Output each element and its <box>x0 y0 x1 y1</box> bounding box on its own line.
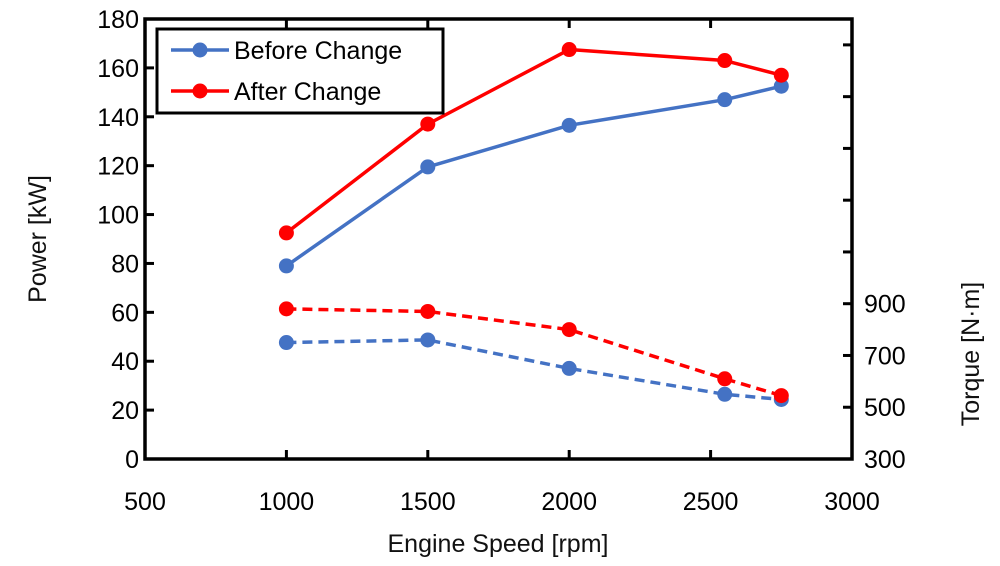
y2-tick-label: 900 <box>864 291 906 319</box>
x-tick-label: 1500 <box>400 488 456 516</box>
y-tick-label: 80 <box>111 250 139 278</box>
x-tick-label: 1000 <box>259 488 315 516</box>
after-change-power-point <box>561 42 577 58</box>
y-tick-label: 40 <box>111 348 139 376</box>
y-tick-label: 160 <box>97 55 139 83</box>
y2-axis-title: Torque [N·m] <box>957 282 985 426</box>
y-tick-label: 20 <box>111 397 139 425</box>
after-change-torque-line <box>286 307 782 398</box>
after-change-power-point <box>420 116 436 132</box>
legend: Before Change After Change <box>155 27 445 115</box>
y2-tick-label: 300 <box>864 446 906 474</box>
y2-tick-label: 700 <box>864 342 906 370</box>
before-change-torque-point <box>561 360 577 376</box>
x-tick-label: 3000 <box>824 488 880 516</box>
after-change-power-point <box>773 67 789 83</box>
y-axis-title: Power [kW] <box>24 175 52 303</box>
y-tick-label: 120 <box>97 153 139 181</box>
x-tick-label: 2500 <box>683 488 739 516</box>
after-change-power-point <box>717 53 733 69</box>
y-tick-label: 180 <box>97 6 139 34</box>
after-change-torque-point <box>420 303 436 319</box>
before-change-torque-point <box>717 386 733 402</box>
after-change-torque-point <box>561 322 577 338</box>
y-tick-label: 140 <box>97 104 139 132</box>
axes: 500 1000 1500 2000 2500 3000 0 20 40 60 80 100 120 14… <box>97 6 905 516</box>
before-change-torque-point <box>278 335 294 351</box>
before-change-torque-point <box>420 332 436 348</box>
after-change-torque-point <box>278 301 294 317</box>
after-change-torque-point <box>773 388 789 404</box>
legend-item: Before Change <box>171 37 402 65</box>
legend-swatch-marker <box>192 42 208 58</box>
legend-item: After Change <box>171 78 381 106</box>
before-change-power-point <box>420 159 436 175</box>
before-change-power-point <box>278 258 294 274</box>
y-tick-label: 0 <box>125 446 139 474</box>
x-tick-label: 500 <box>124 488 166 516</box>
y-tick-label: 60 <box>111 299 139 327</box>
before-change-power-point <box>561 117 577 133</box>
after-change-torque-point <box>717 371 733 387</box>
y2-tick-label: 500 <box>864 394 906 422</box>
plot-frame <box>143 17 854 461</box>
legend-label: After Change <box>234 78 381 106</box>
legend-swatch-marker <box>192 83 208 99</box>
y-tick-label: 100 <box>97 202 139 230</box>
plot-marks <box>278 42 789 407</box>
before-change-torque-line <box>286 338 782 402</box>
x-axis-title: Engine Speed [rpm] <box>388 530 609 558</box>
before-change-power-point <box>717 92 733 108</box>
after-change-power-point <box>278 225 294 241</box>
legend-box <box>155 27 445 115</box>
x-tick-label: 2000 <box>541 488 597 516</box>
legend-label: Before Change <box>234 37 402 65</box>
before-change-power-point <box>773 78 789 94</box>
